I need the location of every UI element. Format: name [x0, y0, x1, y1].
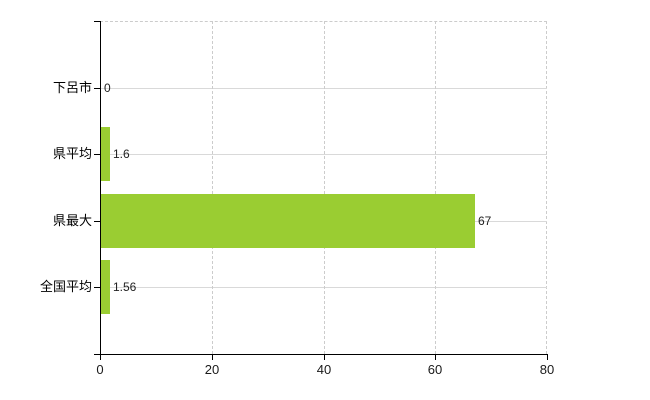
category-label-0: 下呂市	[52, 80, 92, 95]
gridline-h	[100, 88, 547, 89]
x-axis-tick	[100, 354, 101, 360]
y-axis-tick	[94, 287, 100, 288]
x-tick-label-3: 60	[427, 362, 443, 377]
x-tick-label-2: 40	[316, 362, 332, 377]
category-label-3: 全国平均	[39, 279, 92, 294]
y-axis-tick	[94, 21, 100, 22]
gridline-h	[100, 287, 547, 288]
bar-1	[101, 127, 110, 181]
value-label-2: 67	[478, 214, 492, 228]
x-tick-label-1: 20	[204, 362, 220, 377]
x-tick-label-0: 0	[96, 362, 104, 377]
value-label-1: 1.6	[113, 147, 130, 161]
gridline-v	[212, 21, 213, 354]
category-label-1: 県平均	[52, 146, 92, 161]
y-axis	[100, 21, 101, 355]
gridline-h	[100, 154, 547, 155]
y-axis-tick	[94, 221, 100, 222]
gridline-v	[435, 21, 436, 354]
x-axis-tick	[547, 354, 548, 360]
x-axis-tick	[435, 354, 436, 360]
y-axis-tick	[94, 354, 100, 355]
x-axis-tick	[212, 354, 213, 360]
value-label-0: 0	[104, 81, 111, 95]
category-label-2: 県最大	[52, 213, 92, 228]
gridline-v	[324, 21, 325, 354]
x-axis-tick	[324, 354, 325, 360]
y-axis-tick	[94, 154, 100, 155]
value-label-3: 1.56	[113, 280, 137, 294]
plot-area	[100, 21, 547, 354]
bar-3	[101, 260, 110, 314]
x-axis	[100, 354, 547, 355]
y-axis-tick	[94, 88, 100, 89]
bar-2	[101, 194, 475, 248]
x-tick-label-4: 80	[539, 362, 555, 377]
